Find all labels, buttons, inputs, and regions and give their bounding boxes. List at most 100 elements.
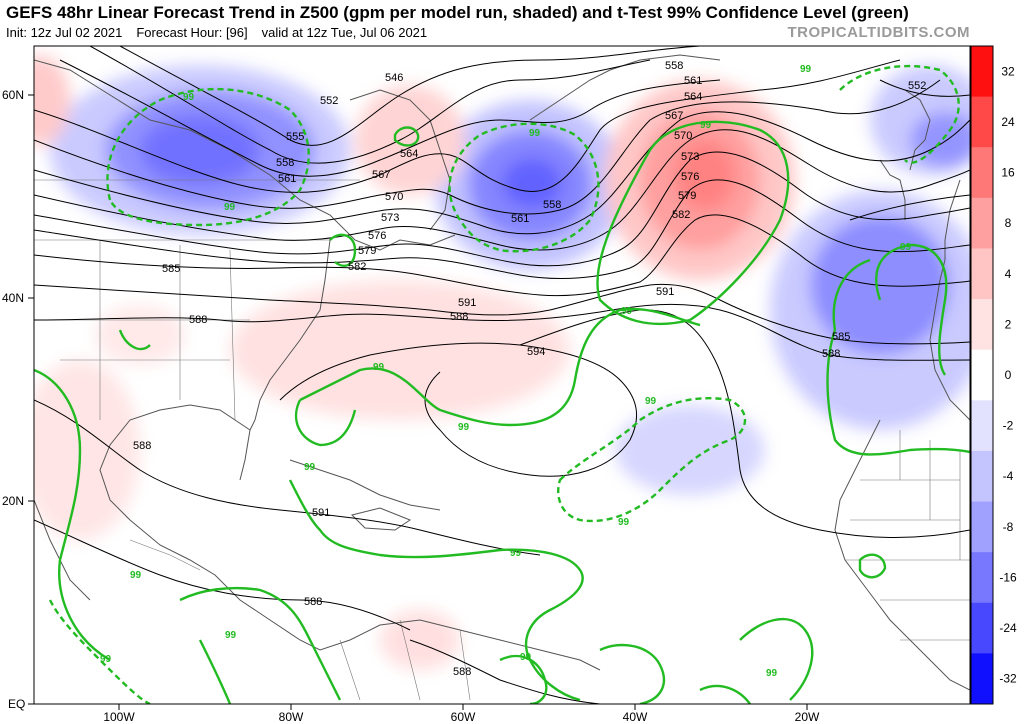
map-frame [33, 45, 971, 705]
contour-label: 585 [162, 263, 180, 275]
contour-label: 573 [681, 151, 699, 163]
svg-text:99: 99 [224, 202, 236, 213]
svg-text:99: 99 [766, 668, 778, 679]
lon-label: 100W [103, 710, 135, 724]
lon-label: 20W [795, 710, 820, 724]
contour-label: 570 [674, 130, 692, 142]
colorbar-swatch [971, 46, 993, 98]
contour-label: 576 [368, 230, 386, 242]
contour-label: 561 [278, 173, 296, 185]
contour-label: 585 [832, 331, 850, 343]
contour-label: 588 [304, 596, 322, 608]
colorbar-tick-label: 2 [1005, 317, 1012, 331]
colorbar-tick-label: 16 [1001, 166, 1015, 180]
contour-label: 570 [385, 191, 403, 203]
svg-text:99: 99 [304, 462, 316, 473]
colorbar-tick-label: 4 [1005, 267, 1012, 281]
colorbar-tick-label: 32 [1001, 64, 1015, 78]
contour-label: 567 [665, 110, 683, 122]
lat-label: 60N [2, 88, 24, 102]
longitude-axis: 100W 80W 60W 40W 20W [103, 704, 820, 724]
svg-text:99: 99 [700, 120, 712, 131]
colorbar: 32 24 16 8 4 2 0 -2 -4 -8 -16 -24 -32 [970, 45, 1017, 705]
colorbar-swatch [971, 501, 993, 553]
contour-label: 579 [678, 190, 696, 202]
colorbar-tick-label: -16 [999, 570, 1017, 584]
latitude-axis: 60N 40N 20N EQ [2, 88, 34, 711]
colorbar-frame [970, 45, 994, 705]
contour-label: 588 [453, 666, 471, 678]
run-info: Init: 12z Jul 02 2021 Forecast Hour: [96]… [6, 25, 441, 40]
confidence-99-labels: 99 99 99 99 99 99 99 99 99 99 99 99 99 9… [100, 64, 912, 679]
init-time: Init: 12z Jul 02 2021 [6, 25, 123, 40]
colorbar-swatch [971, 653, 993, 705]
contour-label: 564 [684, 91, 702, 103]
svg-text:99: 99 [529, 128, 541, 139]
contour-label: 573 [381, 212, 399, 224]
contour-label: 552 [320, 95, 338, 107]
site-watermark: TROPICALTIDBITS.COM [787, 24, 970, 41]
svg-text:99: 99 [520, 652, 532, 663]
colorbar-tick-label: -8 [1003, 520, 1014, 534]
contour-label: 546 [385, 72, 403, 84]
contour-label: 588 [822, 348, 840, 360]
colorbar-swatch [971, 602, 993, 654]
contour-label: 564 [400, 148, 418, 160]
colorbar-tick-label: -2 [1003, 419, 1014, 433]
contour-label: 591 [312, 507, 330, 519]
lon-label: 60W [451, 710, 476, 724]
svg-text:99: 99 [458, 422, 470, 433]
contour-label: 591 [458, 297, 476, 309]
contour-label: 588 [450, 311, 468, 323]
colorbar-swatch [971, 552, 993, 604]
colorbar-swatch [971, 197, 993, 249]
svg-text:99: 99 [621, 306, 633, 317]
colorbar-swatch [971, 400, 993, 452]
contour-label: 588 [133, 440, 151, 452]
contour-label: 561 [684, 75, 702, 87]
colorbar-swatch [971, 96, 993, 148]
lon-label: 40W [623, 710, 648, 724]
colorbar-swatch [971, 248, 993, 300]
colorbar-tick-label: 24 [1001, 115, 1015, 129]
lat-label: 20N [2, 494, 24, 508]
colorbar-swatch [971, 299, 993, 351]
contour-label: 591 [656, 286, 674, 298]
lat-label: 40N [2, 291, 24, 305]
svg-text:99: 99 [900, 242, 912, 253]
contour-label: 576 [681, 171, 699, 183]
contour-label: 567 [372, 169, 390, 181]
political-borders [34, 179, 970, 701]
contour-label: 594 [527, 346, 545, 358]
valid-time: valid at 12z Tue, Jul 06 2021 [261, 25, 428, 40]
svg-text:99: 99 [130, 570, 142, 581]
colorbar-tick-label: -4 [1003, 469, 1014, 483]
contour-label: 579 [358, 245, 376, 257]
svg-text:99: 99 [100, 654, 112, 665]
contour-label: 558 [665, 60, 683, 72]
colorbar-swatch [971, 450, 993, 503]
colorbar-tick-label: 0 [1005, 368, 1012, 382]
colorbar-tick-label: 8 [1005, 216, 1012, 230]
colorbar-swatch [971, 147, 993, 199]
contour-label: 561 [511, 213, 529, 225]
forecast-hour: Forecast Hour: [96] [136, 25, 248, 40]
map-plot-area: 99 99 99 99 99 99 99 99 99 99 99 99 99 9… [34, 46, 970, 704]
colorbar-tick-label: -32 [999, 672, 1017, 686]
lon-label: 80W [279, 710, 304, 724]
svg-text:99: 99 [618, 517, 630, 528]
contour-labels: 546 552 555 558 561 564 567 570 573 576 … [133, 60, 926, 678]
contour-label: 558 [276, 157, 294, 169]
svg-text:99: 99 [645, 396, 657, 407]
colorbar-swatch [971, 349, 993, 401]
svg-text:99: 99 [510, 548, 522, 559]
svg-text:99: 99 [800, 64, 812, 75]
contour-label: 558 [543, 199, 561, 211]
colorbar-tick-label: -24 [999, 621, 1017, 635]
confidence-99-contours [34, 64, 970, 704]
contour-label: 582 [348, 261, 366, 273]
svg-text:99: 99 [225, 630, 237, 641]
map-title: GEFS 48hr Linear Forecast Trend in Z500 … [6, 3, 909, 22]
contour-label: 582 [672, 209, 690, 221]
